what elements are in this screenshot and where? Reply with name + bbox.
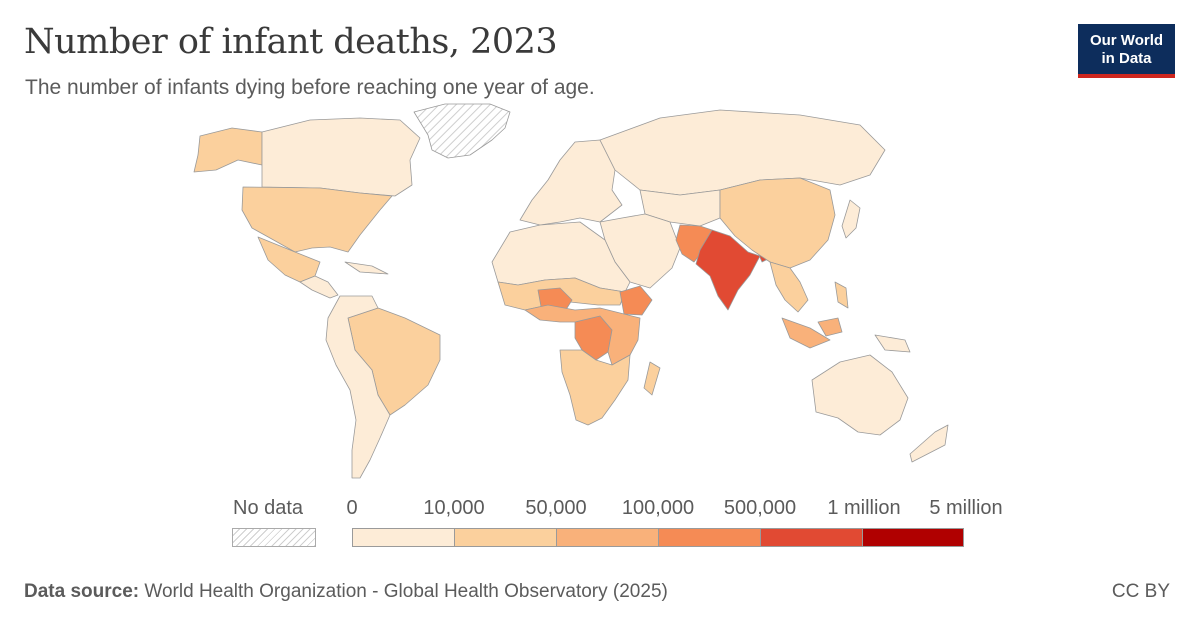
region-caribbean[interactable] <box>344 261 389 275</box>
legend-bin-3[interactable] <box>556 528 658 547</box>
owid-logo[interactable]: Our World in Data <box>1078 24 1175 78</box>
region-southern-africa[interactable] <box>559 349 631 426</box>
region-greenland[interactable] <box>413 103 511 159</box>
legend-tick-100000: 100,000 <box>621 497 695 519</box>
data-source: Data source: World Health Organization -… <box>24 581 668 603</box>
chart-title: Number of infant deaths, 2023 <box>24 22 558 62</box>
region-japan[interactable] <box>841 199 861 239</box>
region-alaska[interactable] <box>193 127 263 173</box>
legend-tick-1-million: 1 million <box>827 497 901 519</box>
legend-bin-2[interactable] <box>454 528 556 547</box>
region-europe[interactable] <box>519 139 623 226</box>
region-united-states[interactable] <box>241 186 393 253</box>
region-ethiopia[interactable] <box>619 285 653 316</box>
region-china[interactable] <box>719 177 836 269</box>
region-central-america[interactable] <box>299 275 339 299</box>
legend-tick-0: 0 <box>346 497 358 519</box>
region-indonesia[interactable] <box>781 317 843 349</box>
region-south-america[interactable] <box>325 295 391 479</box>
region-india[interactable] <box>695 229 761 311</box>
legend-tick-5-million: 5 million <box>929 497 1003 519</box>
data-source-label: Data source: <box>24 581 140 602</box>
chart-subtitle: The number of infants dying before reach… <box>25 76 595 99</box>
region-philippines[interactable] <box>834 281 849 309</box>
logo-line-1: Our World <box>1089 32 1164 49</box>
legend-tick-50000: 50,000 <box>525 497 587 519</box>
region-new-guinea[interactable] <box>874 334 911 353</box>
legend-bin-5[interactable] <box>760 528 862 547</box>
region-australia[interactable] <box>811 354 909 436</box>
legend-tick-10000: 10,000 <box>423 497 485 519</box>
legend-bin-1[interactable] <box>352 528 454 547</box>
data-source-text[interactable]: World Health Organization - Global Healt… <box>144 581 668 602</box>
world-map[interactable] <box>0 100 1200 480</box>
region-madagascar[interactable] <box>643 361 661 396</box>
region-russia[interactable] <box>599 109 886 196</box>
region-canada[interactable] <box>261 117 421 197</box>
legend-bin-4[interactable] <box>658 528 760 547</box>
legend-tick-500000: 500,000 <box>723 497 797 519</box>
region-southeast-asia[interactable] <box>769 261 809 313</box>
license-link[interactable]: CC BY <box>1111 581 1170 602</box>
legend-bin-6[interactable] <box>862 528 964 547</box>
legend-no-data-swatch <box>232 528 316 547</box>
region-new-zealand[interactable] <box>909 424 949 463</box>
logo-line-2: in Data <box>1101 50 1152 67</box>
legend-no-data-label: No data <box>233 497 304 519</box>
